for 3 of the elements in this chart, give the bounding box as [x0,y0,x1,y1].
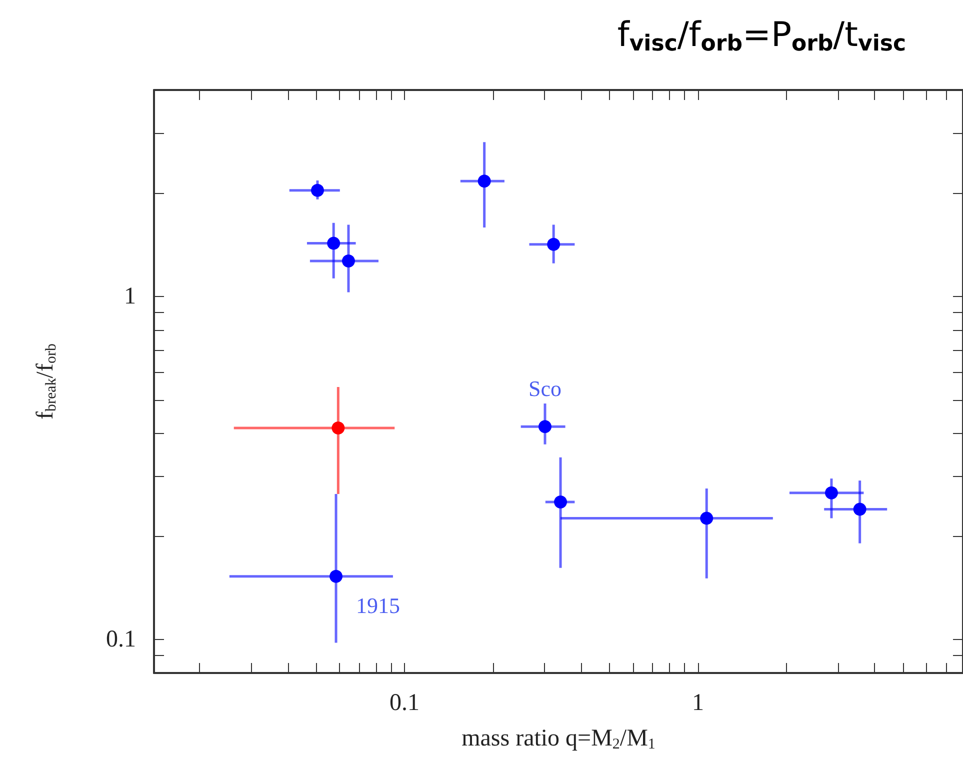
annotation: 1915 [356,592,400,618]
y-axis-title: fbreak/forb [32,344,60,420]
annotation: Sco [528,376,562,402]
